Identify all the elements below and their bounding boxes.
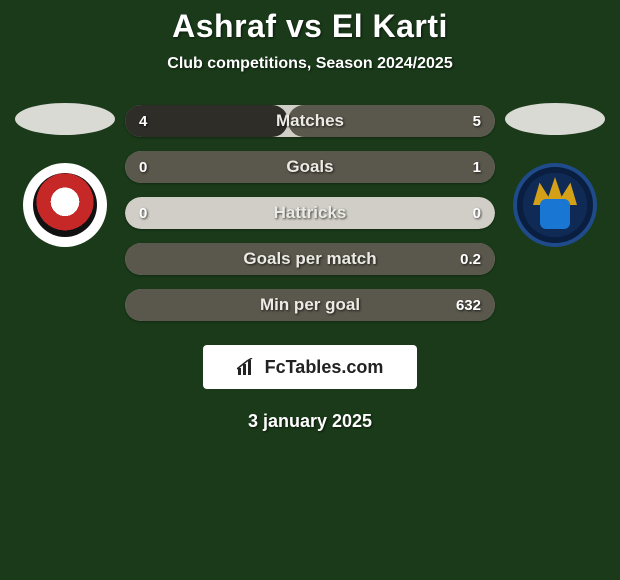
club-badge-left [23, 163, 107, 247]
left-side [15, 103, 115, 247]
comparison-card: Ashraf vs El Karti Club competitions, Se… [0, 0, 620, 432]
bar-right-fill [288, 105, 495, 137]
page-title: Ashraf vs El Karti [0, 8, 620, 45]
bar-right-fill [125, 151, 495, 183]
club-badge-right [513, 163, 597, 247]
player-right-oval [505, 103, 605, 135]
bar-right-fill [125, 289, 495, 321]
bar-chart-icon [237, 358, 259, 376]
player-left-oval [15, 103, 115, 135]
stat-row-0: Matches45 [125, 105, 495, 137]
brand-text: FcTables.com [265, 357, 384, 378]
date-line: 3 january 2025 [0, 411, 620, 432]
bar-right-fill [125, 243, 495, 275]
stat-row-3: Goals per match0.2 [125, 243, 495, 275]
stat-row-2: Hattricks00 [125, 197, 495, 229]
right-side [505, 103, 605, 247]
stat-row-4: Min per goal632 [125, 289, 495, 321]
brand-box[interactable]: FcTables.com [203, 345, 417, 389]
main-row: Matches45 Goals01 Hattricks00 Goals per mat… [0, 103, 620, 321]
stat-bars: Matches45 Goals01 Hattricks00 Goals per mat… [125, 105, 495, 321]
bar-left-fill [125, 105, 288, 137]
subtitle: Club competitions, Season 2024/2025 [0, 55, 620, 73]
stat-row-1: Goals01 [125, 151, 495, 183]
